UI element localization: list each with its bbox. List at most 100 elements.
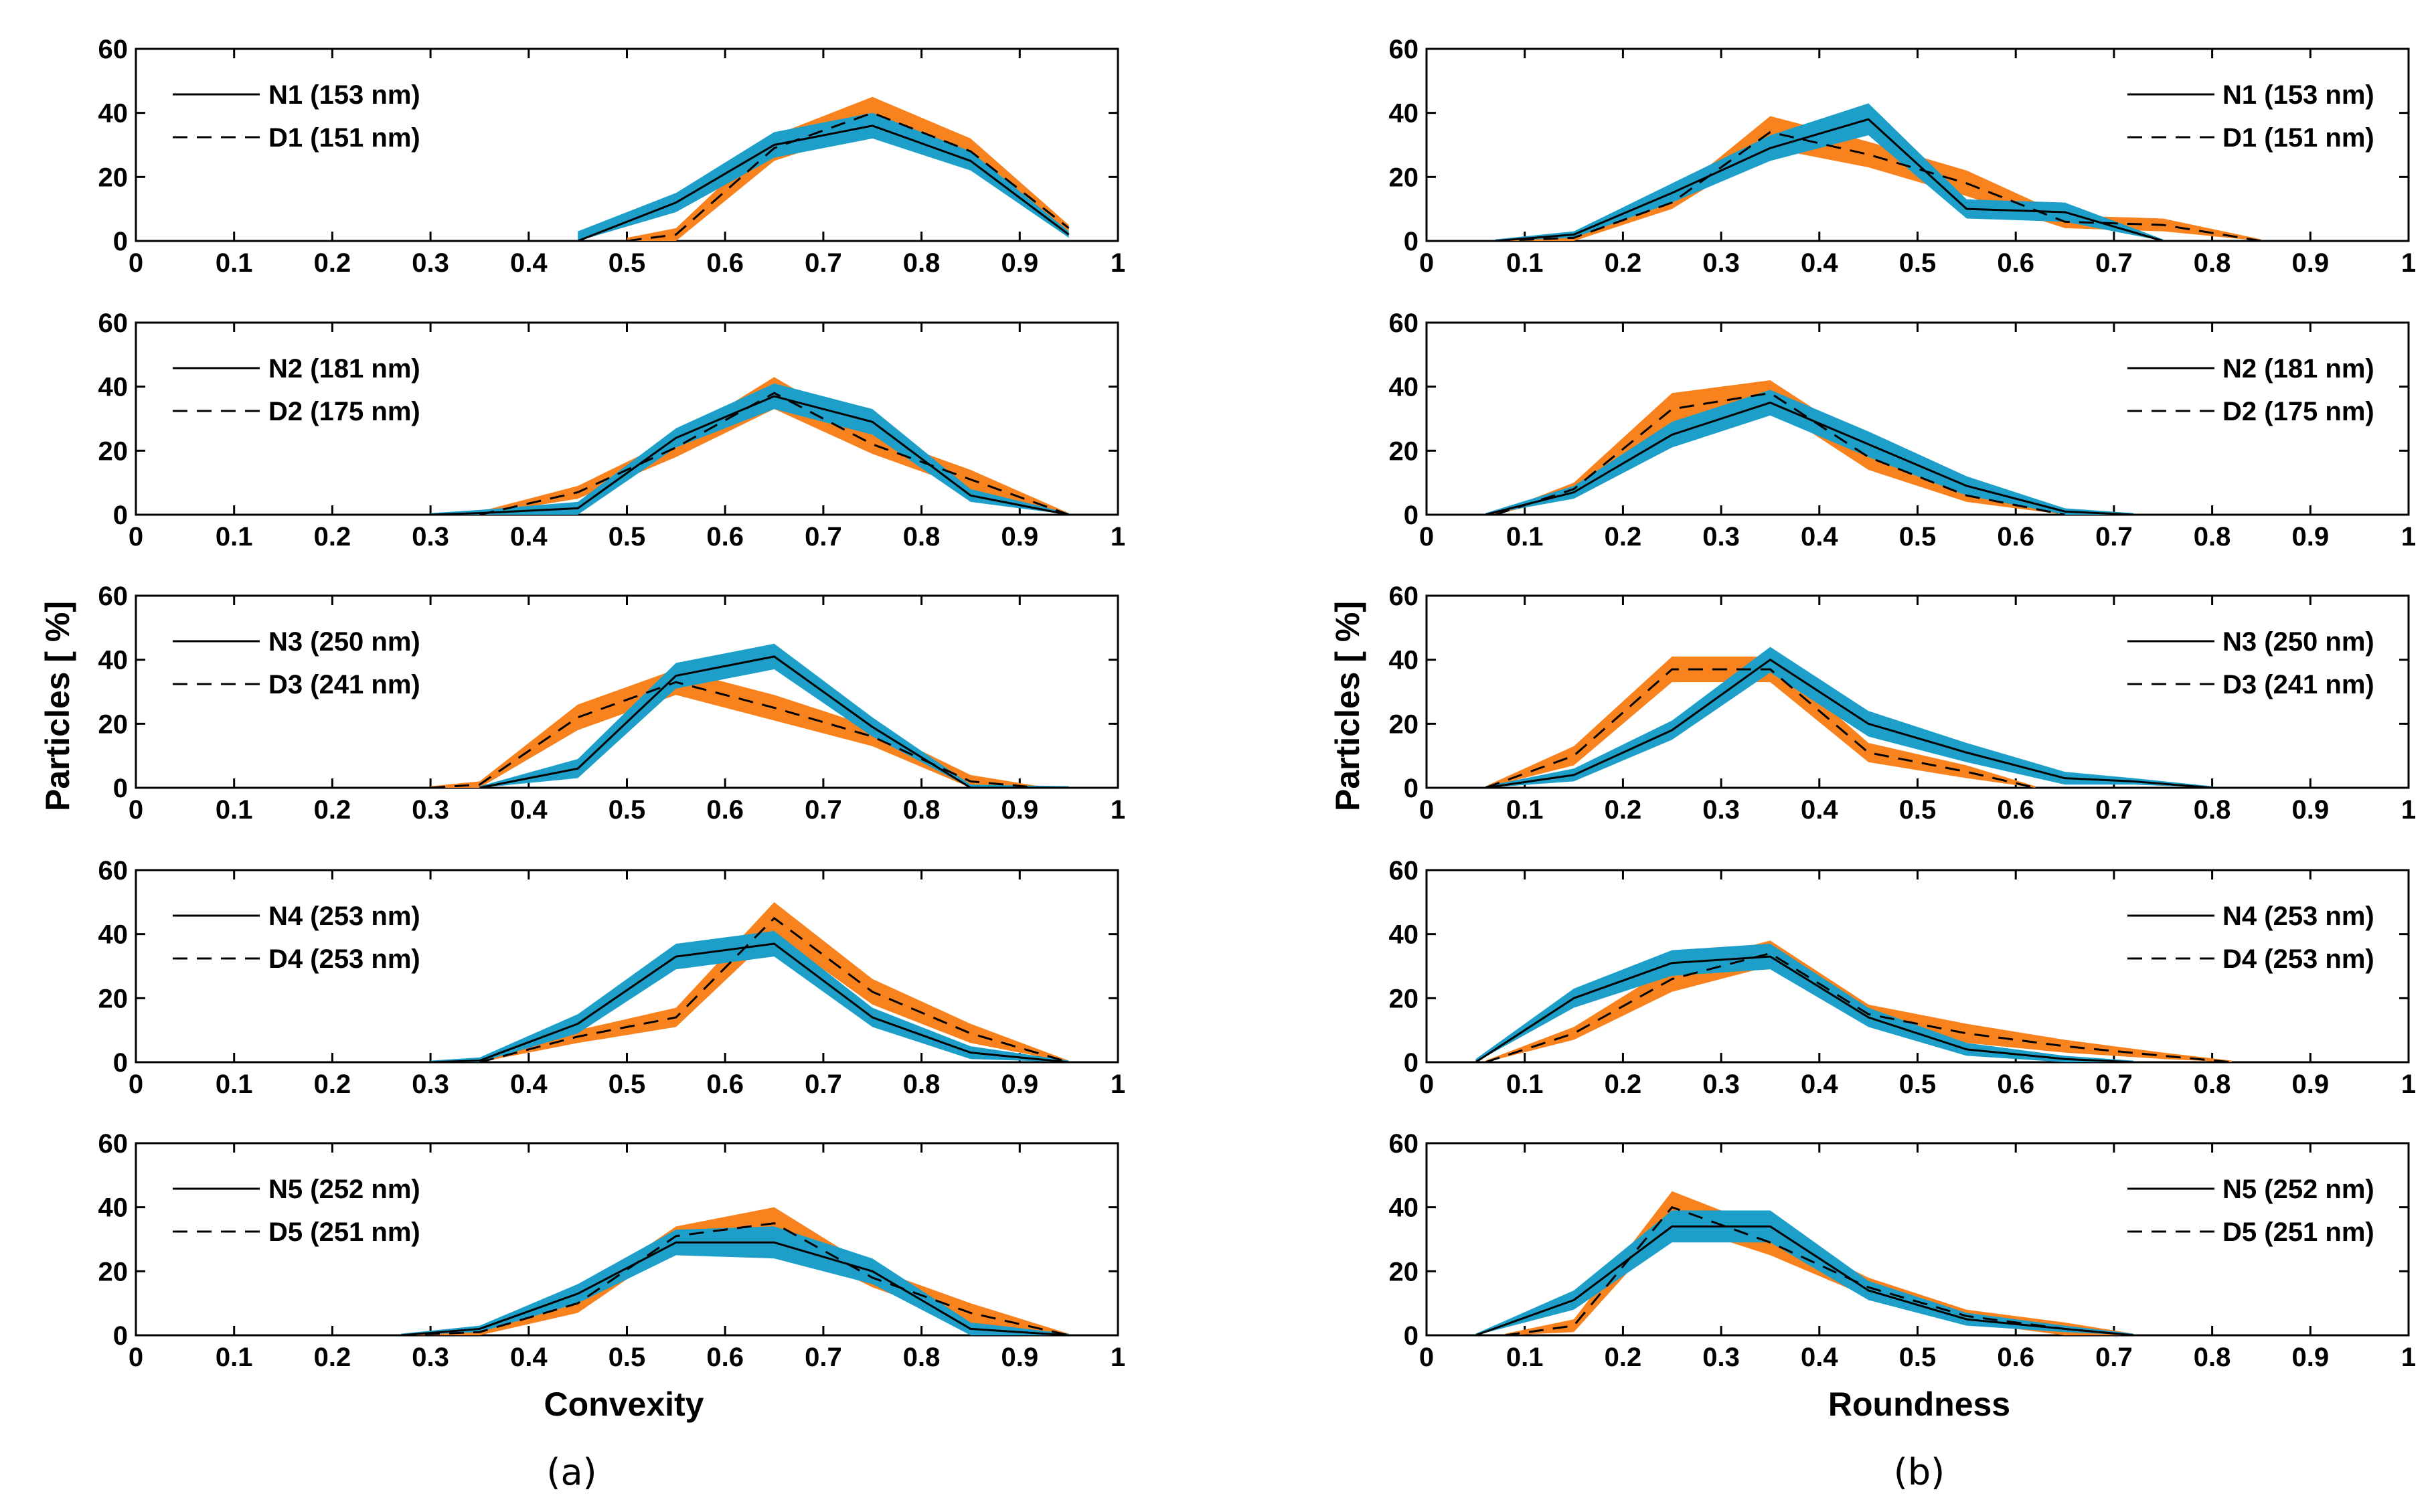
x-axis-label-convexity: Convexity — [544, 1385, 704, 1423]
x-tick-label: 0.5 — [609, 522, 646, 552]
y-tick-label: 20 — [1389, 436, 1419, 466]
y-tick-label: 0 — [113, 774, 128, 803]
legend: N2 (181 nm) D2 (175 nm) — [173, 354, 420, 426]
y-axis-label-left: Particles [ %] — [39, 601, 76, 811]
x-tick-label: 0.5 — [1899, 795, 1937, 825]
subplot-b-5: 0 20 40 60 0 0.1 0.2 0.3 0.4 0.5 0.6 0.7 0.8 0.9 1 N5 (… — [1389, 1129, 2417, 1372]
legend-label: D5 (251 nm) — [268, 1217, 420, 1247]
x-tick-label: 1 — [2401, 248, 2416, 278]
legend: N2 (181 nm) D2 (175 nm) — [2127, 354, 2374, 426]
x-tick-label: 0 — [129, 1343, 143, 1372]
series-line-d3 — [1485, 668, 2036, 789]
x-tick-label: 0.2 — [1605, 1070, 1642, 1099]
series-line-d3 — [430, 681, 1040, 789]
x-tick-label: 0.6 — [1997, 1343, 2034, 1372]
legend: N5 (252 nm) D5 (251 nm) — [173, 1175, 420, 1247]
series-line-n2 — [1485, 402, 2134, 516]
x-tick-label: 1 — [2401, 1343, 2416, 1372]
subplot-a-4: 0 20 40 60 0 0.1 0.2 0.3 0.4 0.5 0.6 0.7 0.8 0.9 1 N4 (… — [98, 856, 1126, 1099]
series-line-d1 — [1495, 131, 2262, 242]
x-tick-label: 0.8 — [2194, 248, 2231, 278]
x-tick-label: 0.2 — [1605, 248, 1642, 278]
subplot-a-5: 0 20 40 60 0 0.1 0.2 0.3 0.4 0.5 0.6 0.7 0.8 0.9 1 N5 (… — [98, 1129, 1126, 1372]
x-tick-label: 1 — [2401, 522, 2416, 552]
x-tick-label: 0.1 — [216, 795, 253, 825]
x-tick-label: 0.9 — [2291, 248, 2329, 278]
x-tick-label: 0.3 — [1702, 522, 1740, 552]
x-tick-label: 0.3 — [1702, 248, 1740, 278]
x-tick-label: 0.9 — [1001, 248, 1038, 278]
x-tick-label: 0.8 — [2194, 1343, 2231, 1372]
y-tick-label: 0 — [113, 1321, 128, 1351]
x-tick-label: 0.4 — [510, 522, 548, 552]
x-tick-label: 0.3 — [1702, 1070, 1740, 1099]
x-tick-label: 0.7 — [2095, 248, 2133, 278]
x-tick-label: 0.7 — [2095, 795, 2133, 825]
legend: N4 (253 nm) D4 (253 nm) — [2127, 902, 2374, 974]
x-tick-label: 0.4 — [1801, 522, 1838, 552]
x-tick-label: 0.8 — [903, 248, 941, 278]
series-line-n2 — [430, 395, 1069, 516]
series-line-n3 — [479, 655, 1069, 789]
legend-label: D2 (175 nm) — [2222, 397, 2374, 426]
y-tick-label: 60 — [1389, 35, 1419, 64]
legend-label: N5 (252 nm) — [2222, 1175, 2374, 1204]
x-tick-label: 0.8 — [2194, 1070, 2231, 1099]
x-tick-label: 0.4 — [510, 1343, 548, 1372]
y-tick-label: 0 — [1404, 1321, 1418, 1351]
x-tick-label: 0.8 — [903, 1070, 941, 1099]
x-tick-label: 0.3 — [412, 522, 449, 552]
y-tick-label: 40 — [98, 920, 129, 950]
y-tick-label: 60 — [98, 309, 129, 338]
x-tick-label: 0.6 — [706, 1070, 744, 1099]
subplot-a-2: 0 20 40 60 0 0.1 0.2 0.3 0.4 0.5 0.6 0.7 0.8 0.9 1 N2 (… — [98, 309, 1126, 552]
legend-label: D4 (253 nm) — [268, 944, 420, 974]
x-tick-label: 0.4 — [1801, 1343, 1838, 1372]
panel-label-b: (b) — [1894, 1451, 1945, 1493]
y-tick-label: 20 — [98, 436, 129, 466]
panel-label-a: (a) — [546, 1451, 596, 1493]
x-tick-label: 0 — [129, 795, 143, 825]
x-tick-label: 0.6 — [1997, 1070, 2034, 1099]
legend-label: N4 (253 nm) — [268, 902, 420, 931]
y-tick-label: 60 — [1389, 309, 1419, 338]
y-tick-label: 20 — [98, 163, 129, 192]
x-tick-label: 0.4 — [510, 248, 548, 278]
x-tick-label: 1 — [1111, 1343, 1125, 1372]
x-tick-label: 0.9 — [1001, 1070, 1038, 1099]
x-tick-label: 0.7 — [805, 1343, 842, 1372]
x-tick-label: 0.7 — [2095, 1070, 2133, 1099]
legend-label: D3 (241 nm) — [2222, 670, 2374, 699]
legend-label: D3 (241 nm) — [268, 670, 420, 699]
legend-label: N1 (153 nm) — [2222, 80, 2374, 110]
band-d3 — [430, 669, 1040, 788]
y-tick-label: 0 — [1404, 1048, 1418, 1078]
x-tick-label: 0.6 — [1997, 795, 2034, 825]
x-tick-label: 0.6 — [1997, 522, 2034, 552]
x-tick-label: 0.5 — [1899, 1343, 1937, 1372]
y-tick-label: 60 — [98, 1129, 129, 1159]
y-tick-label: 0 — [1404, 774, 1418, 803]
y-tick-label: 40 — [1389, 1193, 1419, 1223]
x-tick-label: 1 — [2401, 1070, 2416, 1099]
legend: N1 (153 nm) D1 (151 nm) — [173, 80, 420, 153]
y-tick-label: 40 — [1389, 373, 1419, 402]
y-tick-label: 60 — [1389, 856, 1419, 886]
x-tick-label: 0.1 — [1506, 248, 1544, 278]
x-tick-label: 0.7 — [805, 1070, 842, 1099]
x-tick-label: 0.8 — [903, 522, 941, 552]
legend-label: N2 (181 nm) — [2222, 354, 2374, 384]
y-tick-label: 0 — [1404, 227, 1418, 256]
y-tick-label: 60 — [1389, 582, 1419, 611]
series-line-d4 — [1485, 952, 2233, 1064]
y-tick-label: 40 — [98, 1193, 129, 1223]
x-tick-label: 0 — [129, 1070, 143, 1099]
x-tick-label: 0 — [129, 248, 143, 278]
x-tick-label: 0.4 — [1801, 1070, 1838, 1099]
x-tick-label: 0 — [1419, 1343, 1434, 1372]
subplot-a-1: 0 20 40 60 0 0.1 0.2 0.3 0.4 0.5 0.6 0.7 0.8 0.9 1 N1 (… — [98, 35, 1126, 278]
y-tick-label: 40 — [98, 373, 129, 402]
x-tick-label: 0.9 — [1001, 522, 1038, 552]
band-n4 — [430, 930, 1069, 1062]
x-tick-label: 0.5 — [609, 795, 646, 825]
